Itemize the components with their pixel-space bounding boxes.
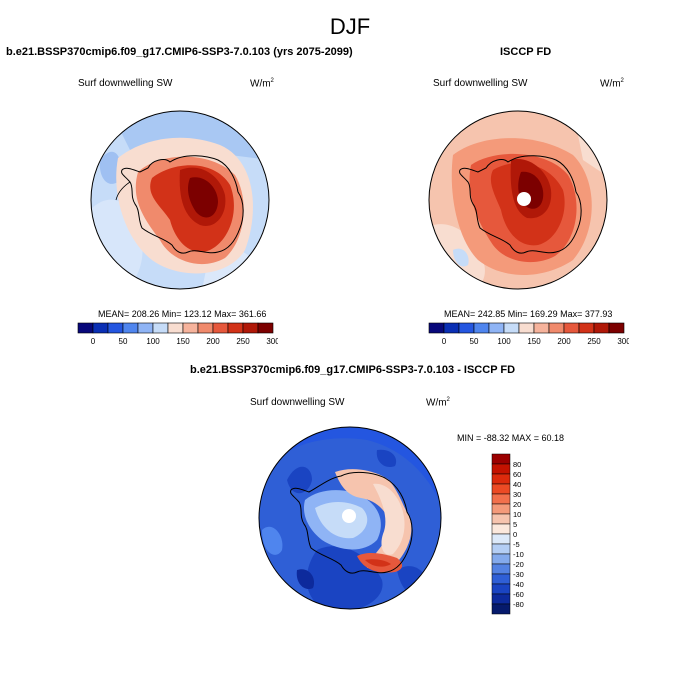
colorbar-tick-label: -10 <box>513 550 524 559</box>
colorbar-tick-label: 50 <box>119 337 128 346</box>
colorbar-box <box>491 573 511 585</box>
colorbar-tick-label: 20 <box>513 500 521 509</box>
colorbar-tick-label: 0 <box>442 337 447 346</box>
diff-map <box>258 426 442 610</box>
model-units-label: W/m2 <box>250 78 274 90</box>
obs-map <box>428 110 608 290</box>
diff-units-label: W/m2 <box>426 397 450 409</box>
colorbar-box <box>122 322 139 334</box>
obs-units-label: W/m2 <box>600 78 624 90</box>
colorbar-box <box>491 603 511 615</box>
colorbar-tick-label: 60 <box>513 470 521 479</box>
colorbar-box <box>491 503 511 515</box>
colorbar-box <box>491 483 511 495</box>
colorbar-tick-label: -30 <box>513 570 524 579</box>
colorbar-box <box>152 322 169 334</box>
colorbar-tick-label: 250 <box>587 337 601 346</box>
colorbar-box <box>257 322 274 334</box>
colorbar-tick-label: 100 <box>146 337 160 346</box>
colorbar-box <box>503 322 520 334</box>
colorbar-box <box>491 453 511 465</box>
colorbar-tick-label: 80 <box>513 460 521 469</box>
colorbar-box <box>428 322 445 334</box>
colorbar-box <box>608 322 625 334</box>
colorbar-tick-label: 200 <box>557 337 571 346</box>
obs-stats: MEAN= 242.85 Min= 169.29 Max= 377.93 <box>444 309 613 319</box>
colorbar-box <box>107 322 124 334</box>
colorbar-box <box>578 322 595 334</box>
colorbar-box <box>491 533 511 545</box>
colorbar-tick-label: -60 <box>513 590 524 599</box>
colorbar-tick-label: 5 <box>513 520 517 529</box>
colorbar-box <box>491 563 511 575</box>
colorbar-box <box>491 583 511 595</box>
colorbar-tick-label: 250 <box>236 337 250 346</box>
colorbar-box <box>491 463 511 475</box>
colorbar-box <box>491 553 511 565</box>
model-panel-title: b.e21.BSSP370cmip6.f09_g17.CMIP6-SSP3-7.… <box>6 46 353 58</box>
colorbar-box <box>227 322 244 334</box>
obs-colorbar: 050100150200250300350 <box>428 322 629 346</box>
obs-panel-title: ISCCP FD <box>500 46 552 58</box>
colorbar-tick-label: 10 <box>513 510 521 519</box>
colorbar-tick-label: 300 <box>617 337 629 346</box>
colorbar-tick-label: 150 <box>176 337 190 346</box>
model-map <box>90 110 270 290</box>
colorbar-tick-label: 0 <box>513 530 517 539</box>
model-variable-label: Surf downwelling SW <box>78 78 173 89</box>
colorbar-box <box>491 473 511 485</box>
obs-variable-label: Surf downwelling SW <box>433 78 528 89</box>
colorbar-box <box>77 322 94 334</box>
diff-panel-title: b.e21.BSSP370cmip6.f09_g17.CMIP6-SSP3-7.… <box>190 364 516 376</box>
colorbar-tick-label: 300 <box>266 337 278 346</box>
colorbar-box <box>491 513 511 525</box>
colorbar-tick-label: 30 <box>513 490 521 499</box>
main-title: DJF <box>329 14 371 39</box>
colorbar-box <box>563 322 580 334</box>
colorbar-tick-label: 50 <box>470 337 479 346</box>
model-stats: MEAN= 208.26 Min= 123.12 Max= 361.66 <box>98 309 267 319</box>
model-colorbar: 050100150200250300350 <box>77 322 278 346</box>
colorbar-tick-label: -5 <box>513 540 520 549</box>
colorbar-box <box>491 593 511 605</box>
colorbar-box <box>443 322 460 334</box>
colorbar-tick-label: 0 <box>91 337 96 346</box>
diff-stats: MIN = -88.32 MAX = 60.18 <box>457 433 565 443</box>
colorbar-box <box>488 322 505 334</box>
colorbar-tick-label: -20 <box>513 560 524 569</box>
colorbar-box <box>518 322 535 334</box>
colorbar-box <box>242 322 259 334</box>
colorbar-tick-label: 150 <box>527 337 541 346</box>
colorbar-box <box>491 493 511 505</box>
colorbar-tick-label: -80 <box>513 600 524 609</box>
colorbar-tick-label: -40 <box>513 580 524 589</box>
colorbar-box <box>212 322 229 334</box>
colorbar-box <box>491 523 511 535</box>
colorbar-tick-label: 40 <box>513 480 521 489</box>
colorbar-box <box>137 322 154 334</box>
colorbar-box <box>533 322 550 334</box>
colorbar-tick-label: 200 <box>206 337 220 346</box>
colorbar-box <box>473 322 490 334</box>
colorbar-box <box>458 322 475 334</box>
colorbar-box <box>167 322 184 334</box>
colorbar-box <box>92 322 109 334</box>
colorbar-box <box>593 322 610 334</box>
colorbar-box <box>548 322 565 334</box>
diff-variable-label: Surf downwelling SW <box>250 397 345 408</box>
colorbar-box <box>197 322 214 334</box>
colorbar-box <box>182 322 199 334</box>
colorbar-tick-label: 100 <box>497 337 511 346</box>
colorbar-box <box>491 543 511 555</box>
